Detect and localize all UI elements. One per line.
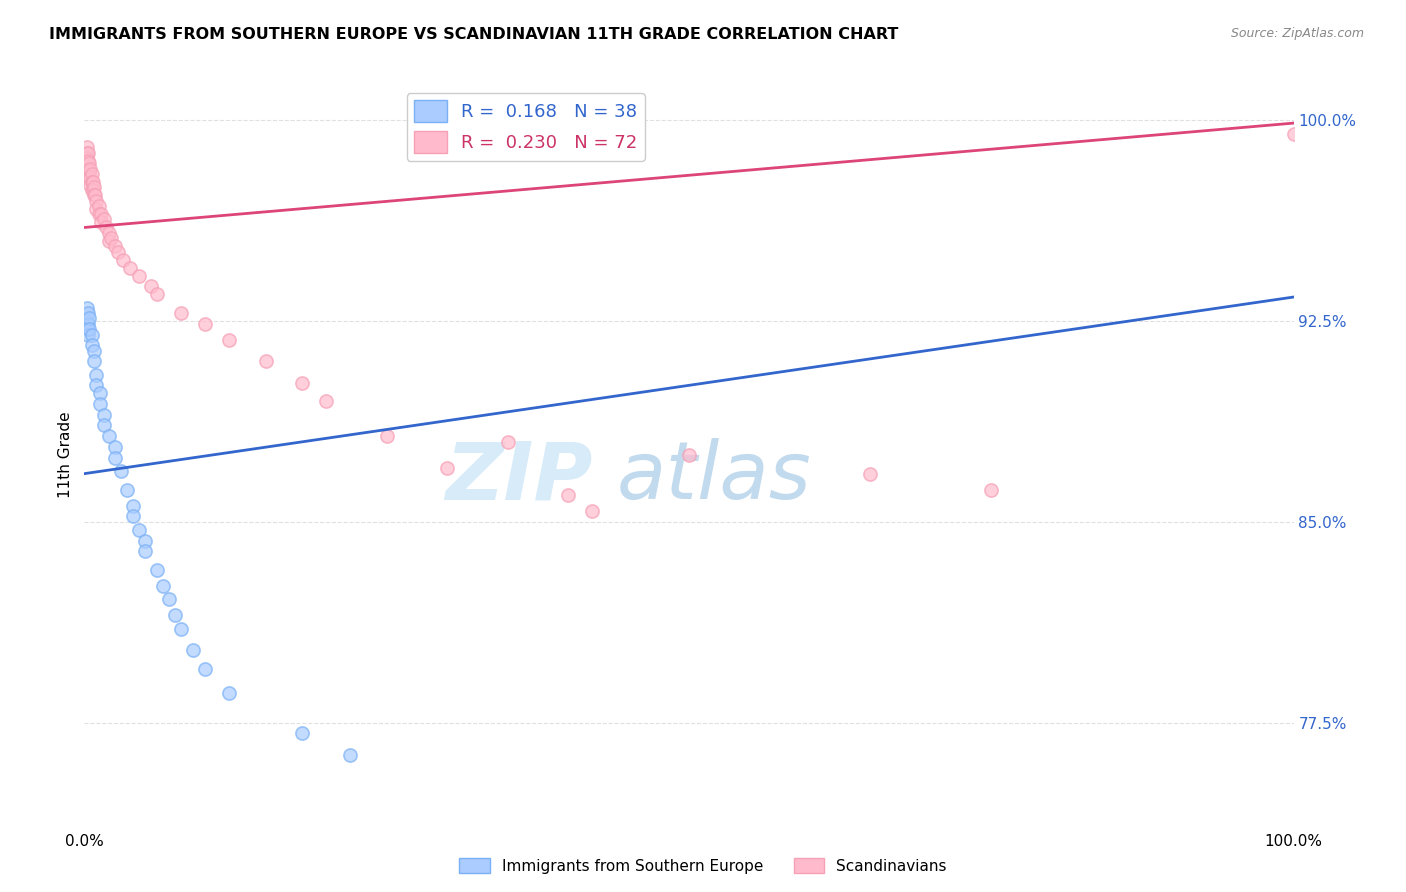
Point — [76, 145, 98, 160]
Point — [77, 156, 100, 170]
Point — [146, 563, 169, 577]
Point — [77, 145, 100, 160]
Point — [77, 306, 100, 320]
Point — [110, 464, 132, 478]
Point — [83, 188, 105, 202]
Point — [90, 207, 112, 221]
Point — [581, 504, 603, 518]
Point — [557, 488, 579, 502]
Point — [128, 268, 150, 283]
Point — [291, 376, 314, 390]
Point — [104, 239, 127, 253]
Point — [80, 175, 103, 189]
Point — [121, 509, 143, 524]
Point — [76, 151, 98, 165]
Point — [339, 747, 361, 762]
Point — [79, 161, 101, 176]
Point — [170, 622, 193, 636]
Point — [83, 343, 105, 358]
Text: atlas: atlas — [616, 438, 811, 516]
Point — [120, 260, 142, 275]
Point — [139, 279, 162, 293]
Point — [97, 429, 120, 443]
Point — [90, 215, 112, 229]
Point — [83, 180, 105, 194]
Point — [82, 183, 104, 197]
Point — [291, 726, 314, 740]
Point — [115, 483, 138, 497]
Point — [165, 608, 187, 623]
Point — [84, 188, 107, 202]
Point — [375, 429, 398, 443]
Point — [77, 161, 100, 176]
Point — [121, 499, 143, 513]
Point — [157, 592, 180, 607]
Point — [86, 194, 108, 208]
Point — [77, 164, 100, 178]
Point — [93, 418, 115, 433]
Point — [83, 354, 105, 368]
Point — [152, 579, 174, 593]
Point — [218, 333, 240, 347]
Point — [112, 252, 135, 267]
Point — [254, 354, 277, 368]
Text: ZIP: ZIP — [444, 438, 592, 516]
Point — [77, 327, 100, 342]
Point — [77, 317, 100, 331]
Point — [104, 450, 127, 465]
Point — [77, 153, 100, 168]
Point — [181, 643, 204, 657]
Point — [87, 199, 110, 213]
Point — [76, 322, 98, 336]
Point — [194, 662, 217, 676]
Point — [80, 183, 103, 197]
Point — [97, 234, 120, 248]
Point — [80, 167, 103, 181]
Point — [87, 207, 110, 221]
Point — [859, 467, 882, 481]
Point — [128, 523, 150, 537]
Point — [79, 178, 101, 192]
Point — [218, 686, 240, 700]
Point — [97, 226, 120, 240]
Point — [82, 175, 104, 189]
Point — [93, 408, 115, 422]
Point — [80, 338, 103, 352]
Point — [77, 311, 100, 326]
Point — [76, 140, 98, 154]
Point — [134, 533, 156, 548]
Legend: Immigrants from Southern Europe, Scandinavians: Immigrants from Southern Europe, Scandin… — [453, 852, 953, 880]
Point — [107, 244, 129, 259]
Point — [93, 212, 115, 227]
Point — [1282, 127, 1305, 141]
Y-axis label: 11th Grade: 11th Grade — [58, 411, 73, 499]
Point — [80, 327, 103, 342]
Legend: R =  0.168   N = 38, R =  0.230   N = 72: R = 0.168 N = 38, R = 0.230 N = 72 — [406, 93, 644, 161]
Point — [194, 317, 217, 331]
Point — [79, 169, 101, 184]
Point — [678, 448, 700, 462]
Point — [496, 434, 519, 449]
Point — [86, 202, 108, 216]
Point — [76, 301, 98, 315]
Point — [104, 440, 127, 454]
Point — [77, 322, 100, 336]
Point — [76, 314, 98, 328]
Point — [77, 172, 100, 186]
Point — [94, 220, 117, 235]
Point — [134, 544, 156, 558]
Point — [89, 386, 111, 401]
Point — [436, 461, 458, 475]
Text: IMMIGRANTS FROM SOUTHERN EUROPE VS SCANDINAVIAN 11TH GRADE CORRELATION CHART: IMMIGRANTS FROM SOUTHERN EUROPE VS SCAND… — [49, 27, 898, 42]
Point — [146, 287, 169, 301]
Point — [315, 394, 337, 409]
Point — [86, 378, 108, 392]
Point — [89, 397, 111, 411]
Text: Source: ZipAtlas.com: Source: ZipAtlas.com — [1230, 27, 1364, 40]
Point — [100, 231, 122, 245]
Point — [170, 306, 193, 320]
Point — [980, 483, 1002, 497]
Point — [86, 368, 108, 382]
